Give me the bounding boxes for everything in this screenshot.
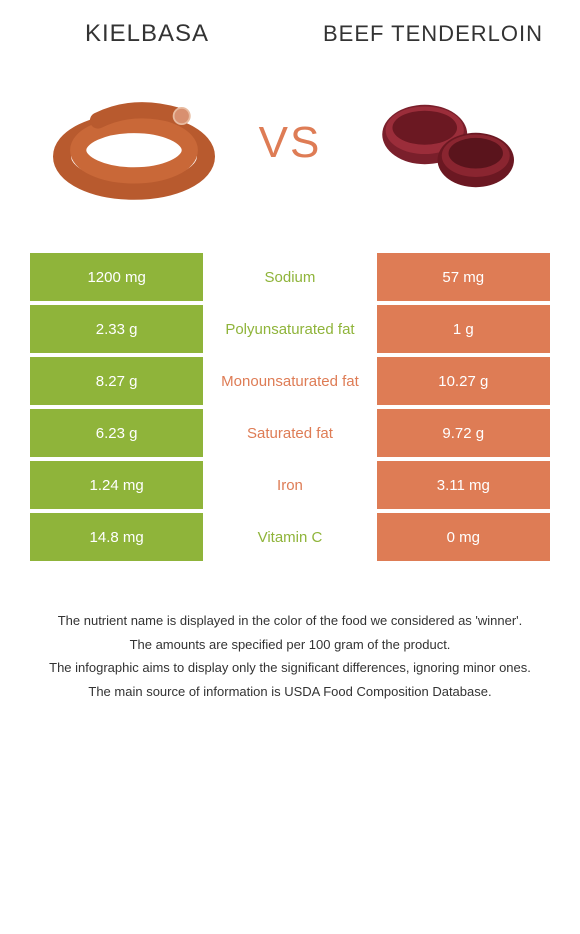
vs-row: VS [30,63,550,223]
right-value: 9.72 g [377,409,550,457]
footnote-line: The amounts are specified per 100 gram o… [30,635,550,655]
right-value: 57 mg [377,253,550,301]
left-value: 6.23 g [30,409,203,457]
left-value: 1200 mg [30,253,203,301]
nutrient-name: Monounsaturated fat [203,357,376,405]
left-value: 14.8 mg [30,513,203,561]
vs-label: VS [259,118,322,168]
table-row: 8.27 gMonounsaturated fat10.27 g [30,357,550,405]
table-row: 6.23 gSaturated fat9.72 g [30,409,550,457]
nutrient-name: Sodium [203,253,376,301]
table-row: 1.24 mgIron3.11 mg [30,461,550,509]
footnotes: The nutrient name is displayed in the co… [30,611,550,701]
nutrient-name: Iron [203,461,376,509]
right-value: 3.11 mg [377,461,550,509]
beef-image [342,73,550,213]
footnote-line: The infographic aims to display only the… [30,658,550,678]
infographic-container: Kielbasa Beef tenderloin VS 1200 [0,0,580,725]
left-food-title: Kielbasa [30,20,264,48]
table-row: 1200 mgSodium57 mg [30,253,550,301]
left-value: 8.27 g [30,357,203,405]
right-value: 0 mg [377,513,550,561]
footnote-line: The main source of information is USDA F… [30,682,550,702]
nutrient-name: Polyunsaturated fat [203,305,376,353]
kielbasa-image [30,73,238,213]
footnote-line: The nutrient name is displayed in the co… [30,611,550,631]
nutrient-name: Saturated fat [203,409,376,457]
header: Kielbasa Beef tenderloin [30,20,550,48]
nutrient-name: Vitamin C [203,513,376,561]
table-row: 2.33 gPolyunsaturated fat1 g [30,305,550,353]
right-value: 10.27 g [377,357,550,405]
nutrient-table: 1200 mgSodium57 mg2.33 gPolyunsaturated … [30,253,550,561]
left-value: 1.24 mg [30,461,203,509]
left-value: 2.33 g [30,305,203,353]
right-value: 1 g [377,305,550,353]
table-row: 14.8 mgVitamin C0 mg [30,513,550,561]
right-food-title: Beef tenderloin [316,21,550,47]
